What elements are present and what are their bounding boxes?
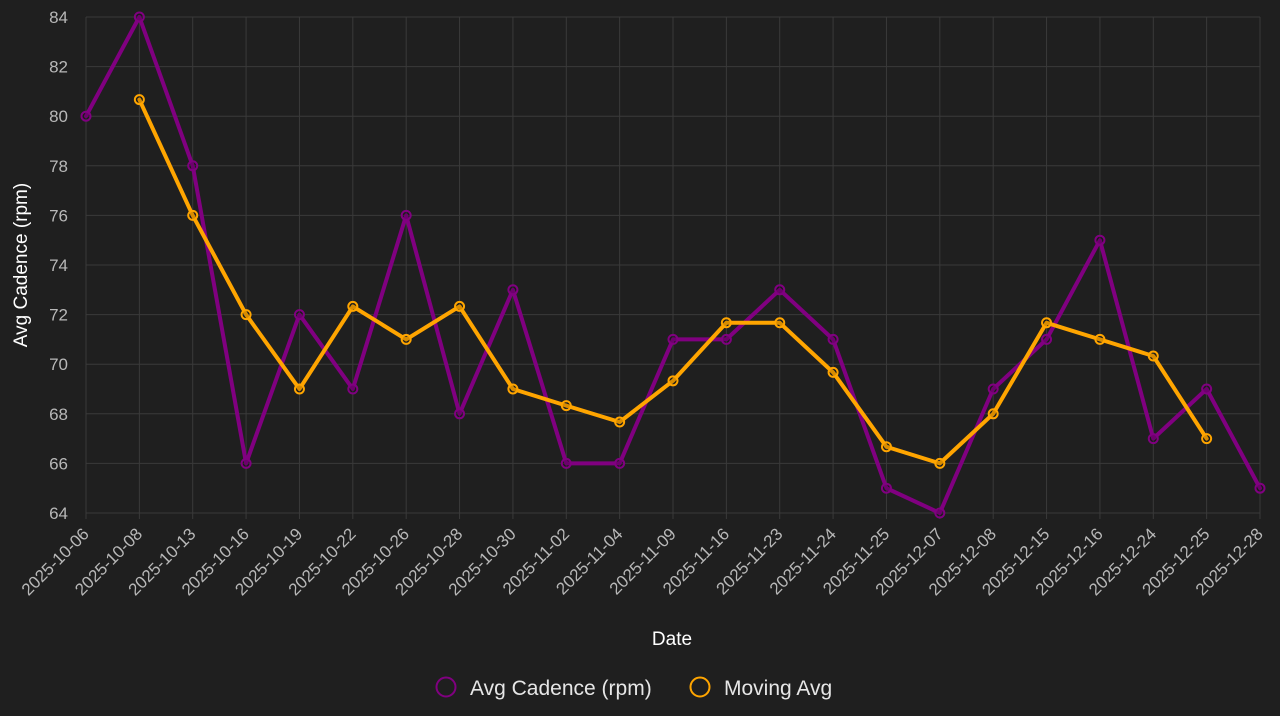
data-point[interactable] (774, 317, 786, 329)
data-point[interactable] (454, 408, 466, 420)
data-point[interactable] (667, 333, 679, 345)
y-tick-label: 78 (49, 157, 68, 176)
data-point[interactable] (187, 209, 199, 221)
data-point[interactable] (880, 482, 892, 494)
x-axis-ticks: 2025-10-062025-10-082025-10-132025-10-16… (18, 524, 1267, 599)
data-point[interactable] (1041, 317, 1053, 329)
data-point[interactable] (720, 317, 732, 329)
data-point[interactable] (934, 507, 946, 519)
x-axis-title: Date (652, 629, 692, 650)
data-point[interactable] (133, 94, 145, 106)
data-point[interactable] (1094, 333, 1106, 345)
data-point[interactable] (827, 366, 839, 378)
y-tick-label: 84 (49, 8, 68, 27)
data-point[interactable] (507, 284, 519, 296)
legend-marker-icon (689, 676, 711, 698)
data-point[interactable] (293, 309, 305, 321)
series-moving-avg (133, 94, 1213, 469)
y-tick-label: 80 (49, 107, 68, 126)
data-point[interactable] (240, 457, 252, 469)
data-point[interactable] (1254, 482, 1266, 494)
grid (85, 16, 1261, 519)
data-point[interactable] (1201, 383, 1213, 395)
y-tick-label: 82 (49, 58, 68, 77)
y-tick-label: 68 (49, 405, 68, 424)
data-point[interactable] (880, 441, 892, 453)
y-tick-label: 64 (49, 504, 68, 523)
data-point[interactable] (507, 383, 519, 395)
data-point[interactable] (987, 408, 999, 420)
legend-item[interactable]: Moving Avg (689, 676, 833, 700)
data-point[interactable] (400, 209, 412, 221)
data-point[interactable] (560, 457, 572, 469)
data-point[interactable] (293, 383, 305, 395)
data-point[interactable] (1201, 433, 1213, 445)
data-point[interactable] (347, 383, 359, 395)
y-axis-title: Avg Cadence (rpm) (11, 183, 32, 347)
data-point[interactable] (1041, 333, 1053, 345)
y-axis-ticks: 64 66 68 70 72 74 76 78 80 82 84 (49, 8, 68, 523)
series-line (137, 97, 1209, 466)
y-tick-label: 70 (49, 355, 68, 374)
data-point[interactable] (240, 309, 252, 321)
y-tick-label: 76 (49, 206, 68, 225)
data-point[interactable] (347, 300, 359, 312)
legend-marker-icon (435, 676, 457, 698)
data-point[interactable] (133, 11, 145, 23)
legend-label: Avg Cadence (rpm) (470, 677, 652, 700)
legend-label: Moving Avg (724, 677, 832, 700)
data-point[interactable] (80, 110, 92, 122)
y-tick-label: 72 (49, 306, 68, 325)
series-lines (80, 11, 1266, 519)
data-point[interactable] (987, 383, 999, 395)
data-point[interactable] (400, 333, 412, 345)
data-point[interactable] (454, 300, 466, 312)
data-point[interactable] (827, 333, 839, 345)
legend: Avg Cadence (rpm) Moving Avg (435, 676, 833, 700)
data-point[interactable] (720, 333, 732, 345)
data-point[interactable] (1094, 234, 1106, 246)
data-point[interactable] (934, 457, 946, 469)
data-point[interactable] (1147, 433, 1159, 445)
y-tick-label: 74 (49, 256, 68, 275)
data-point[interactable] (614, 416, 626, 428)
data-point[interactable] (1147, 350, 1159, 362)
data-point[interactable] (614, 457, 626, 469)
data-point[interactable] (774, 284, 786, 296)
data-point[interactable] (187, 160, 199, 172)
legend-item[interactable]: Avg Cadence (rpm) (435, 676, 652, 700)
data-point[interactable] (667, 375, 679, 387)
data-point[interactable] (560, 400, 572, 412)
y-tick-label: 66 (49, 454, 68, 473)
